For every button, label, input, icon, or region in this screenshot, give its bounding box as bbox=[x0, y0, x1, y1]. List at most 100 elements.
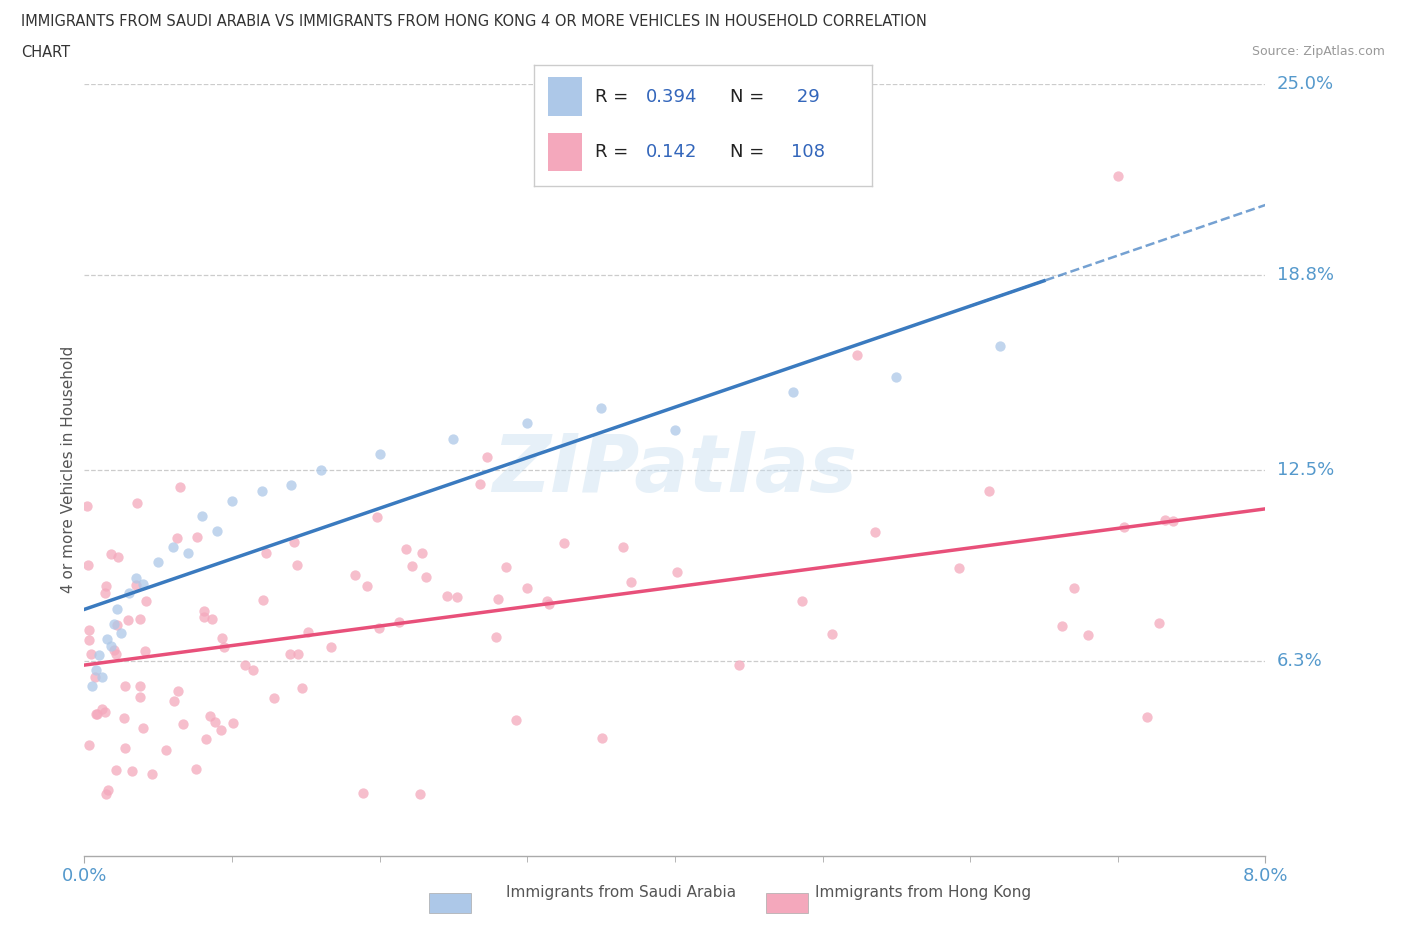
Point bbox=[94, 705, 117, 720]
Point bbox=[395, 541, 418, 556]
Point bbox=[1063, 581, 1085, 596]
Point bbox=[114, 678, 136, 693]
Point bbox=[96, 632, 118, 647]
Point bbox=[131, 720, 153, 735]
Point bbox=[865, 525, 887, 539]
Point bbox=[112, 711, 135, 725]
Point bbox=[105, 763, 128, 777]
Point bbox=[388, 615, 411, 630]
Point bbox=[1153, 513, 1175, 528]
Point bbox=[475, 450, 498, 465]
Point bbox=[105, 601, 128, 616]
Point bbox=[221, 493, 243, 508]
Point bbox=[169, 480, 191, 495]
Text: 12.5%: 12.5% bbox=[1277, 460, 1334, 479]
Point bbox=[263, 691, 285, 706]
Point bbox=[782, 385, 804, 400]
Point bbox=[222, 715, 245, 730]
Text: CHART: CHART bbox=[21, 45, 70, 60]
Point bbox=[368, 621, 391, 636]
Point bbox=[86, 707, 108, 722]
Point bbox=[96, 787, 118, 802]
Bar bbox=[548, 77, 582, 116]
Point bbox=[167, 684, 190, 698]
Point bbox=[401, 558, 423, 573]
Point bbox=[287, 646, 309, 661]
Point bbox=[77, 622, 100, 637]
Point bbox=[83, 670, 105, 684]
Text: 108: 108 bbox=[790, 143, 825, 161]
Point bbox=[242, 662, 264, 677]
Text: 18.8%: 18.8% bbox=[1277, 266, 1333, 285]
Point bbox=[495, 560, 517, 575]
Point bbox=[468, 476, 491, 491]
Point bbox=[727, 658, 749, 673]
Bar bbox=[548, 133, 582, 171]
Point bbox=[415, 570, 437, 585]
Point bbox=[117, 613, 139, 628]
Point bbox=[103, 643, 125, 658]
Point bbox=[77, 632, 100, 647]
Point bbox=[129, 612, 152, 627]
Point bbox=[91, 669, 114, 684]
Point bbox=[250, 484, 273, 498]
Point bbox=[84, 663, 107, 678]
Point bbox=[1077, 628, 1099, 643]
Text: N =: N = bbox=[730, 143, 765, 161]
Point bbox=[443, 432, 465, 446]
Point bbox=[352, 785, 374, 800]
Point bbox=[132, 577, 155, 591]
Point bbox=[821, 627, 844, 642]
Point bbox=[114, 740, 136, 755]
Point bbox=[134, 644, 156, 658]
Point bbox=[280, 478, 302, 493]
Point bbox=[436, 589, 458, 604]
Point bbox=[162, 539, 184, 554]
Point bbox=[1107, 169, 1129, 184]
Point bbox=[291, 681, 314, 696]
Point bbox=[166, 530, 188, 545]
Point bbox=[110, 626, 132, 641]
Point bbox=[104, 646, 127, 661]
Point bbox=[141, 767, 163, 782]
Point bbox=[201, 612, 224, 627]
Text: 6.3%: 6.3% bbox=[1277, 652, 1322, 671]
Point bbox=[553, 536, 575, 551]
Point bbox=[80, 678, 103, 693]
Point bbox=[252, 592, 274, 607]
Point bbox=[107, 549, 129, 564]
Point bbox=[163, 694, 186, 709]
Point bbox=[125, 570, 148, 585]
Point bbox=[100, 638, 122, 653]
Point bbox=[125, 578, 148, 592]
Text: Source: ZipAtlas.com: Source: ZipAtlas.com bbox=[1251, 45, 1385, 58]
Point bbox=[411, 546, 433, 561]
Point bbox=[97, 783, 120, 798]
Point bbox=[409, 787, 432, 802]
Point bbox=[118, 586, 141, 601]
Point bbox=[278, 646, 301, 661]
Y-axis label: 4 or more Vehicles in Household: 4 or more Vehicles in Household bbox=[60, 346, 76, 593]
Point bbox=[209, 723, 232, 737]
Point bbox=[207, 524, 229, 538]
Point bbox=[100, 546, 122, 561]
Point bbox=[80, 646, 103, 661]
Point bbox=[538, 596, 561, 611]
Point bbox=[988, 339, 1011, 353]
Point bbox=[591, 730, 613, 745]
Text: IMMIGRANTS FROM SAUDI ARABIA VS IMMIGRANTS FROM HONG KONG 4 OR MORE VEHICLES IN : IMMIGRANTS FROM SAUDI ARABIA VS IMMIGRAN… bbox=[21, 14, 927, 29]
Point bbox=[1163, 513, 1185, 528]
Text: 0.394: 0.394 bbox=[645, 87, 697, 105]
Point bbox=[172, 716, 194, 731]
Text: 29: 29 bbox=[790, 87, 820, 105]
Point bbox=[366, 510, 388, 525]
Point bbox=[91, 701, 114, 716]
Point bbox=[93, 585, 115, 600]
Point bbox=[1149, 616, 1171, 631]
Point bbox=[184, 762, 207, 777]
Point bbox=[103, 617, 125, 631]
Point bbox=[128, 679, 150, 694]
Point bbox=[486, 591, 509, 606]
Point bbox=[135, 593, 157, 608]
Point bbox=[254, 546, 277, 561]
